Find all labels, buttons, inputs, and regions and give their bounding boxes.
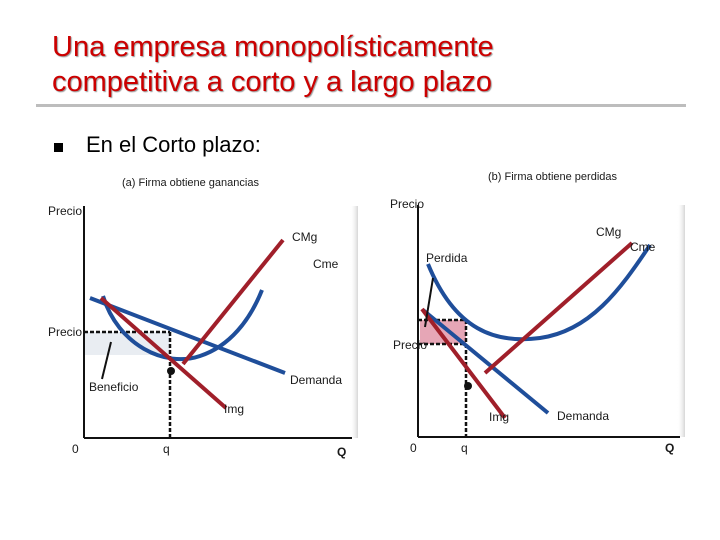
img-label-a: Img bbox=[224, 402, 244, 416]
origin-label-a: 0 bbox=[72, 442, 79, 456]
price-label-b: Precio bbox=[393, 338, 427, 352]
title-line-2: competitiva a corto y a largo plazo bbox=[52, 66, 493, 98]
title-line-1: Una empresa monopolísticamente bbox=[52, 31, 494, 63]
Q-label-a: Q bbox=[337, 445, 346, 459]
title-divider bbox=[36, 104, 686, 107]
y-axis-label-b: Precio bbox=[390, 197, 424, 211]
q-label-b: q bbox=[461, 441, 468, 455]
caption-b: (b) Firma obtiene perdidas bbox=[488, 171, 618, 183]
bullet-square-icon bbox=[54, 143, 63, 152]
cme-curve-a bbox=[101, 289, 264, 362]
demand-curve-a bbox=[89, 296, 286, 375]
Q-label-b: Q bbox=[665, 441, 674, 455]
intersection-point-a bbox=[167, 367, 175, 375]
cmg-label-a: CMg bbox=[292, 230, 317, 244]
cme-label-a: Cme bbox=[313, 257, 339, 271]
bullet-text: En el Corto plazo: bbox=[86, 132, 261, 157]
cme-label-b: Cme bbox=[630, 240, 656, 254]
img-curve-b bbox=[420, 307, 507, 420]
perdida-label: Perdida bbox=[426, 251, 468, 265]
demand-curve-b bbox=[421, 308, 550, 415]
intersection-point-b bbox=[464, 382, 472, 390]
cmg-label-b: CMg bbox=[596, 225, 621, 239]
panel-b: (b) Firma obtiene perdidas Precio Precio… bbox=[390, 171, 685, 455]
demand-label-a: Demanda bbox=[290, 373, 342, 387]
panel-a: (a) Firma obtiene ganancias Precio Preci… bbox=[48, 177, 358, 459]
q-label-a: q bbox=[163, 442, 170, 456]
slide-title: Una empresa monopolísticamente competiti… bbox=[52, 30, 672, 100]
panel-a-shadow bbox=[350, 206, 358, 438]
img-curve-a bbox=[99, 296, 228, 410]
beneficio-pointer bbox=[101, 341, 112, 380]
caption-a: (a) Firma obtiene ganancias bbox=[122, 177, 259, 189]
img-label-b: Img bbox=[489, 410, 509, 424]
origin-label-b: 0 bbox=[410, 441, 417, 455]
panel-b-shadow bbox=[677, 205, 685, 437]
cme-curve-b bbox=[426, 243, 652, 342]
cmg-curve-b bbox=[483, 241, 634, 375]
price-label-a: Precio bbox=[48, 325, 82, 339]
perdida-pointer bbox=[424, 277, 434, 328]
demand-label-b: Demanda bbox=[557, 409, 609, 423]
beneficio-label: Beneficio bbox=[89, 380, 139, 394]
cmg-curve-a bbox=[181, 238, 285, 366]
y-axis-label-a: Precio bbox=[48, 204, 82, 218]
